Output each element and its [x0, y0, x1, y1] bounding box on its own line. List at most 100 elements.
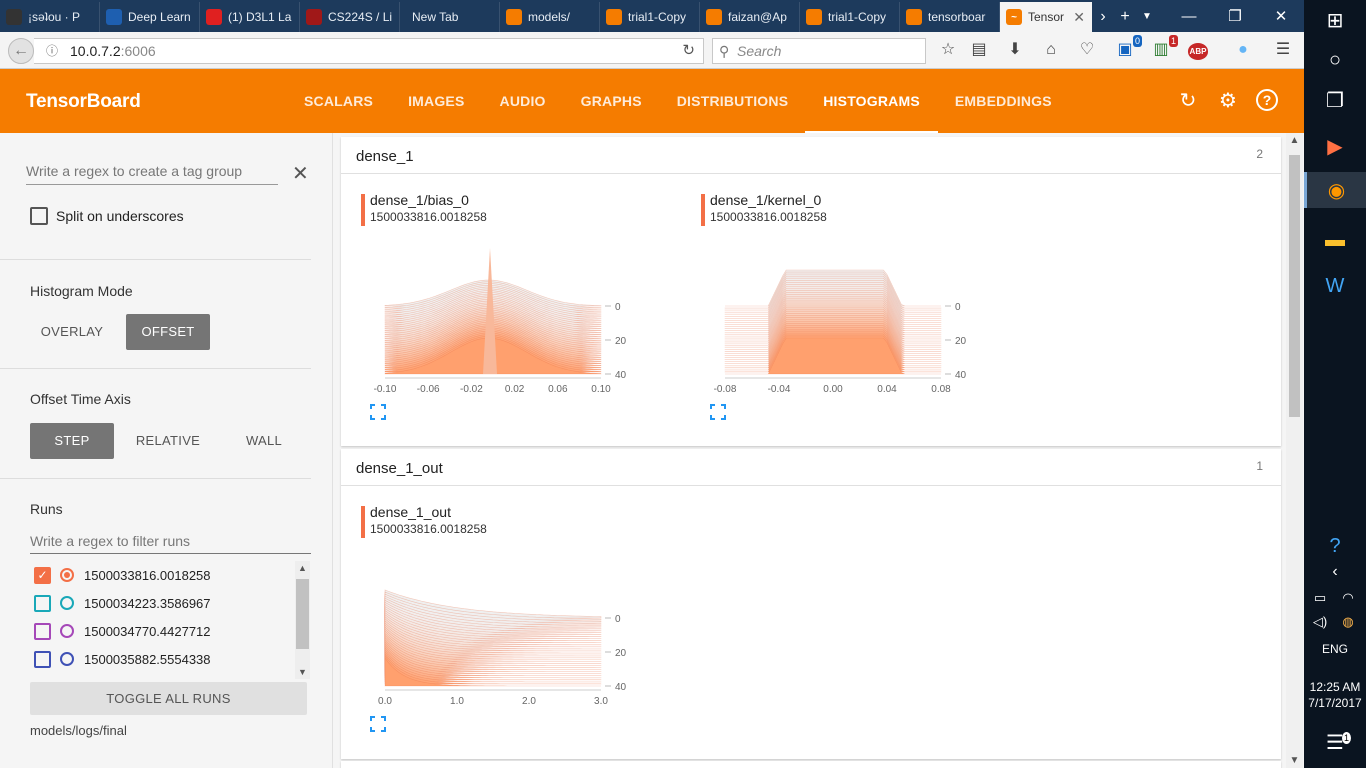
browser-tab[interactable]: trial1-Copy — [600, 2, 700, 32]
browser-tab[interactable]: faizan@Ap — [700, 2, 800, 32]
tag-group-header[interactable]: dense_1 2 — [341, 137, 1281, 174]
main-scroll-up-icon[interactable]: ▲ — [1289, 135, 1300, 146]
runs-scroll-down-icon[interactable]: ▼ — [298, 667, 307, 677]
word-icon[interactable]: W — [1325, 274, 1345, 297]
tab-scalars[interactable]: SCALARS — [304, 93, 374, 109]
browser-tab[interactable]: New Tab — [400, 2, 500, 32]
browser-tab[interactable]: ¡səʇou · P — [0, 2, 100, 32]
runs-scroll-up-icon[interactable]: ▲ — [298, 563, 307, 573]
language-indicator[interactable]: ENG — [1321, 642, 1348, 656]
new-tab-icon[interactable]: + — [1120, 8, 1130, 25]
tab-scroll-right-icon[interactable]: › — [1100, 8, 1106, 25]
browser-tab[interactable]: tensorboar — [900, 2, 1000, 32]
expand-chart-icon[interactable] — [370, 716, 386, 732]
close-tab-icon[interactable]: ✕ — [1073, 8, 1085, 25]
overlay-mode-button[interactable]: OVERLAY — [40, 324, 104, 339]
network-globe-icon[interactable]: ◍ — [1342, 614, 1354, 629]
tab-favicon-icon — [306, 9, 322, 25]
media-player-icon[interactable]: ▶ — [1327, 135, 1343, 158]
step-axis-button[interactable]: STEP — [30, 423, 114, 459]
relative-axis-button[interactable]: RELATIVE — [135, 433, 201, 448]
tab-distributions[interactable]: DISTRIBUTIONS — [676, 93, 789, 109]
tab-embeddings[interactable]: EMBEDDINGS — [954, 93, 1052, 109]
main-scroll-thumb[interactable] — [1289, 155, 1300, 417]
browser-tab-active[interactable]: ~ Tensor ✕ — [1000, 2, 1092, 32]
clock-date[interactable]: 7/17/2017 — [1308, 696, 1362, 710]
show-hidden-icons-icon[interactable]: ‹ — [1332, 563, 1338, 580]
reload-data-icon[interactable]: ↻ — [1179, 90, 1197, 112]
run-radio[interactable] — [60, 652, 74, 666]
back-button[interactable]: ← — [8, 38, 34, 64]
run-checkbox[interactable] — [34, 622, 51, 640]
url-host: 10.0.7.2 — [70, 43, 121, 59]
browser-tab[interactable]: CS224S / Li — [300, 2, 400, 32]
reading-list-icon[interactable]: ▤ — [971, 41, 987, 58]
bookmark-star-icon[interactable]: ☆ — [940, 41, 956, 58]
pocket-icon[interactable]: ♡ — [1079, 41, 1095, 58]
runs-scrollbar[interactable]: ▲ ▼ — [295, 561, 310, 679]
run-row[interactable]: 1500034223.3586967 — [30, 589, 311, 617]
drop-extension-icon[interactable]: ● — [1238, 41, 1248, 58]
wall-axis-button[interactable]: WALL — [245, 433, 283, 448]
run-row[interactable]: ✓ 1500033816.0018258 — [30, 561, 311, 589]
windows-start-icon[interactable]: ⊞ — [1326, 9, 1344, 32]
split-underscores-row[interactable]: Split on underscores — [30, 207, 184, 225]
run-row[interactable] — [30, 673, 311, 679]
browser-tab[interactable]: models/ — [500, 2, 600, 32]
settings-gear-icon[interactable]: ⚙ — [1219, 90, 1237, 112]
close-window-icon[interactable]: ✕ — [1274, 8, 1288, 25]
run-checkbox[interactable] — [34, 594, 51, 612]
restore-icon[interactable]: ❐ — [1228, 8, 1242, 25]
run-checkbox[interactable]: ✓ — [34, 566, 51, 584]
tab-list-dropdown-icon[interactable]: ▼ — [1142, 11, 1152, 22]
wifi-icon[interactable]: ◠ — [1342, 590, 1354, 605]
home-icon[interactable]: ⌂ — [1046, 41, 1056, 58]
run-checkbox[interactable] — [34, 678, 51, 679]
firefox-icon[interactable]: ◉ — [1304, 172, 1366, 208]
extension-icon[interactable]: ▣ 0 — [1117, 35, 1142, 58]
site-info-icon[interactable]: ⓘ — [46, 44, 59, 58]
expand-chart-icon[interactable] — [370, 404, 386, 420]
run-row[interactable]: 1500035882.5554338 — [30, 645, 311, 673]
main-scrollbar[interactable]: ▲ ▼ — [1286, 133, 1303, 768]
toggle-all-runs-button[interactable]: TOGGLE ALL RUNS — [30, 682, 307, 715]
minimize-icon[interactable]: — — [1181, 8, 1197, 25]
extension-2-icon[interactable]: ▥ 1 — [1153, 35, 1178, 58]
expand-chart-icon[interactable] — [710, 404, 726, 420]
run-radio[interactable] — [60, 624, 74, 638]
offset-mode-button[interactable]: OFFSET — [126, 314, 210, 350]
task-view-icon[interactable]: ❐ — [1326, 89, 1344, 112]
tab-audio[interactable]: AUDIO — [499, 93, 546, 109]
browser-tab[interactable]: trial1-Copy — [800, 2, 900, 32]
search-input[interactable]: ⚲ Search — [712, 38, 926, 64]
help-tray-icon[interactable]: ? — [1329, 534, 1341, 557]
browser-tab[interactable]: (1) D3L1 La — [200, 2, 300, 32]
split-underscores-checkbox[interactable] — [30, 207, 48, 225]
volume-icon[interactable]: ◁) — [1312, 614, 1328, 629]
runs-scroll-thumb[interactable] — [296, 579, 309, 649]
action-center-icon[interactable]: ☰ 1 — [1326, 731, 1351, 754]
run-radio[interactable] — [60, 568, 74, 582]
url-bar[interactable]: ⓘ 10.0.7.2:6006 ↻ — [34, 38, 704, 64]
battery-icon[interactable]: ▭ — [1313, 590, 1327, 605]
help-icon[interactable]: ? — [1256, 89, 1278, 111]
run-checkbox[interactable] — [34, 650, 51, 668]
tab-images[interactable]: IMAGES — [408, 93, 465, 109]
run-radio[interactable] — [60, 596, 74, 610]
run-row[interactable]: 1500034770.4427712 — [30, 617, 311, 645]
tab-graphs[interactable]: GRAPHS — [580, 93, 642, 109]
tag-regex-input[interactable]: Write a regex to create a tag group — [26, 163, 278, 185]
adblock-icon[interactable]: ABP — [1184, 39, 1212, 61]
runs-filter-input[interactable]: Write a regex to filter runs — [30, 533, 311, 554]
reload-icon[interactable]: ↻ — [682, 42, 695, 59]
tag-group-header[interactable]: dense_1_out 1 — [341, 449, 1281, 486]
browser-tab[interactable]: Deep Learn — [100, 2, 200, 32]
clock-time[interactable]: 12:25 AM — [1309, 680, 1361, 694]
file-explorer-icon[interactable]: ▬ — [1325, 228, 1345, 251]
main-scroll-down-icon[interactable]: ▼ — [1289, 755, 1300, 766]
download-icon[interactable]: ⬇ — [1008, 41, 1022, 58]
clear-regex-icon[interactable]: ✕ — [292, 163, 309, 185]
tab-histograms[interactable]: HISTOGRAMS — [805, 69, 938, 133]
menu-hamburger-icon[interactable]: ☰ — [1275, 41, 1291, 58]
cortana-icon[interactable]: ○ — [1328, 48, 1342, 71]
